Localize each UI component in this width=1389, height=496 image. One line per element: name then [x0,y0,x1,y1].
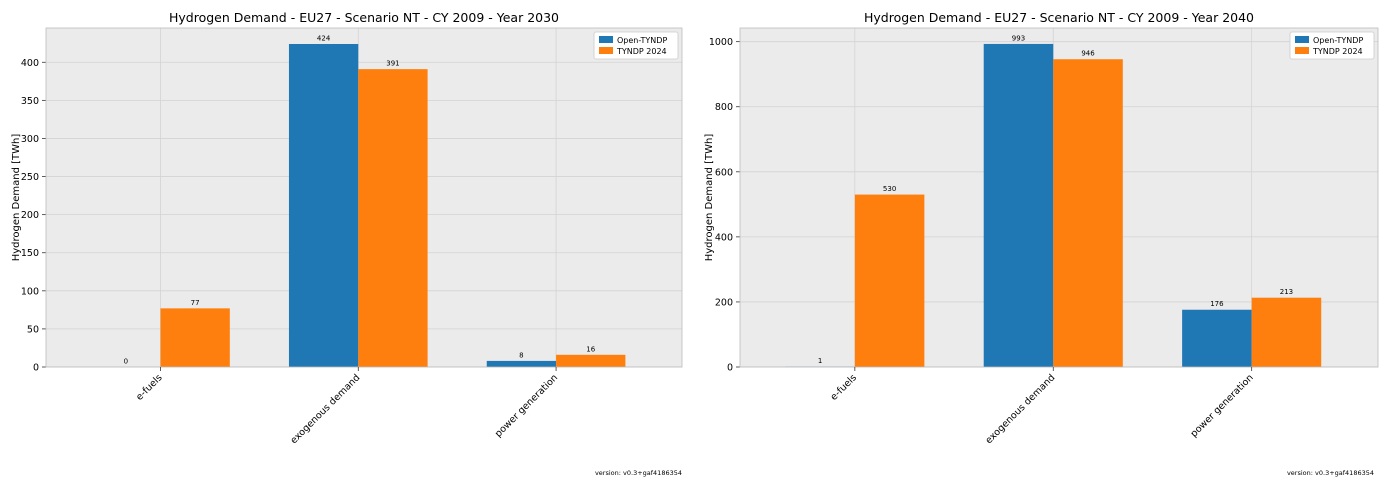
chart-2-legend-label: Open-TYNDP [1313,36,1363,45]
chart-1-xtick-label: e-fuels [134,372,164,402]
chart-1-bar [487,361,556,367]
chart-2-ytick-label: 400 [715,232,733,243]
chart-1-ytick-label: 50 [27,324,39,335]
chart-1-data-label: 77 [191,299,200,307]
chart-2-legend-swatch [1295,47,1309,54]
chart-2-data-label: 946 [1081,50,1095,58]
chart-1-ytick-label: 200 [21,210,39,221]
chart-1-ylabel: Hydrogen Demand [TWh] [11,134,22,262]
chart-1-ytick-label: 150 [21,248,39,259]
chart-2-xtick-label: e-fuels [829,372,859,402]
chart-1-legend-label: Open-TYNDP [617,36,667,45]
chart-2-data-label: 1 [818,357,822,365]
chart-2-ytick-label: 600 [715,167,733,178]
chart-2-legend-label: TYNDP 2024 [1312,47,1363,56]
chart-1-xtick-label: power generation [493,372,560,439]
chart-1-ytick-label: 300 [21,134,39,145]
chart-1-ytick-label: 100 [21,286,39,297]
chart-2-data-label: 530 [883,185,896,193]
chart-2-ytick-label: 0 [727,363,733,374]
chart-2-bar [1182,310,1252,367]
chart-1-bar [160,308,229,367]
chart-2-bar [1252,298,1322,367]
chart-1-ytick-label: 350 [21,96,39,107]
chart-2-version-footer: version: v0.3+gaf4186354 [1287,469,1374,477]
chart-2-xtick-label: exogenous demand [983,372,1057,446]
chart-1-data-label: 8 [519,351,523,359]
chart-2-legend: Open-TYNDP TYNDP 2024 [1290,32,1374,59]
chart-1-legend-swatch [599,47,613,54]
chart-1-ytick-label: 250 [21,172,39,183]
chart-2-bar [855,195,925,367]
chart-2-data-label: 213 [1280,288,1293,296]
chart-1-bar [358,69,427,367]
chart-2-group: 0 200 400 600 800 1000 1 993 176 530 946 213 e-fuels… [704,10,1378,477]
chart-1-data-label: 16 [586,345,595,353]
chart-1-bar [556,355,625,367]
chart-2-legend-swatch [1295,36,1309,43]
chart-2-ytick-label: 200 [715,297,733,308]
chart-1-version-footer: version: v0.3+gaf4186354 [595,469,682,477]
chart-1-legend-swatch [599,36,613,43]
chart-2-ytick-label: 800 [715,102,733,113]
chart-2-xtick-label: power generation [1189,372,1256,439]
chart-1-legend: Open-TYNDP TYNDP 2024 [594,32,678,59]
chart-2-data-label: 993 [1012,34,1025,42]
chart-1-legend-label: TYNDP 2024 [616,47,667,56]
chart-1-data-label: 0 [124,358,128,366]
chart-1-ytick-label: 0 [33,363,39,374]
chart-1-xtick-label: exogenous demand [288,372,362,446]
chart-2-data-label: 176 [1210,300,1224,308]
chart-1-bar [289,44,358,367]
chart-1-data-label: 391 [386,60,399,68]
chart-1-group: 0 50 100 150 200 250 300 350 400 0 424 8 77 391 16 e-fu… [11,10,682,477]
chart-2-ylabel: Hydrogen Demand [TWh] [704,134,715,262]
chart-1-title: Hydrogen Demand - EU27 - Scenario NT - C… [169,10,559,25]
chart-1-data-label: 424 [317,34,331,42]
chart-1-ytick-label: 400 [21,58,39,69]
chart-2-bar [984,44,1054,367]
chart-2-title: Hydrogen Demand - EU27 - Scenario NT - C… [864,10,1254,25]
chart-2-bar [1053,59,1123,367]
chart-2-ytick-label: 1000 [709,37,733,48]
